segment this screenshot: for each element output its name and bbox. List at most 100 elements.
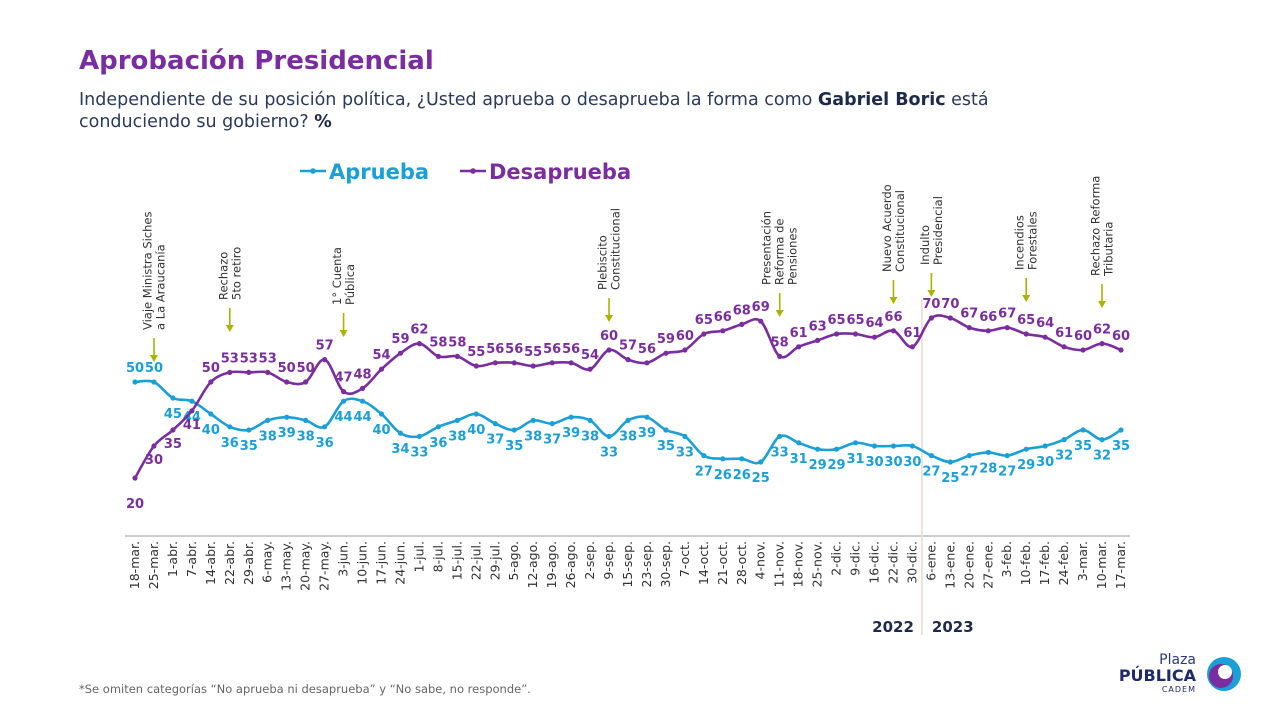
annotation-label: Pública <box>343 264 357 305</box>
x-tick-label: 5-ago. <box>506 541 521 580</box>
aprueba-point <box>435 424 441 430</box>
aprueba-data-label: 35 <box>1112 439 1130 454</box>
x-tick-label: 10-jun. <box>355 541 370 585</box>
subtitle-text: Independiente de su posición política, ¿… <box>79 90 818 110</box>
x-tick-label: 27-may. <box>317 541 332 591</box>
aprueba-point <box>1080 427 1086 433</box>
desaprueba-point <box>758 318 764 324</box>
aprueba-data-label: 35 <box>1074 439 1092 454</box>
desaprueba-data-label: 57 <box>619 339 637 354</box>
aprueba-data-label: 33 <box>410 445 428 460</box>
aprueba-data-label: 50 <box>145 361 163 376</box>
desaprueba-point <box>625 357 631 363</box>
aprueba-point <box>265 417 271 423</box>
annotation-label: Constitucional <box>609 208 623 290</box>
aprueba-point <box>359 398 366 404</box>
aprueba-point <box>303 417 309 423</box>
desaprueba-point <box>1118 347 1124 353</box>
desaprueba-point <box>663 350 669 356</box>
desaprueba-data-label: 54 <box>581 348 599 363</box>
x-tick-label: 24-feb. <box>1056 541 1071 585</box>
desaprueba-data-label: 56 <box>505 342 523 357</box>
annotation-arrow-icon <box>1098 301 1107 308</box>
desaprueba-point <box>815 337 821 343</box>
aprueba-data-label: 30 <box>865 455 883 470</box>
annotation-label: Forestales <box>1026 211 1040 270</box>
aprueba-data-label: 39 <box>562 426 580 441</box>
aprueba-point <box>151 379 157 385</box>
logo-text-publica: PÚBLICA <box>1118 666 1196 685</box>
desaprueba-data-label: 61 <box>790 326 808 341</box>
aprueba-data-label: 38 <box>297 429 315 444</box>
desaprueba-point <box>511 360 517 366</box>
aprueba-data-label: 45 <box>164 407 182 422</box>
desaprueba-data-label: 58 <box>448 335 466 350</box>
desaprueba-data-label: 68 <box>733 303 751 318</box>
desaprueba-data-label: 64 <box>1036 316 1054 331</box>
x-tick-label: 11-nov. <box>772 541 787 587</box>
x-tick-label: 1-abr. <box>165 541 180 577</box>
desaprueba-data-label: 56 <box>638 342 656 357</box>
x-tick-label: 7-oct. <box>677 541 692 577</box>
x-tick-label: 10-feb. <box>1018 541 1033 585</box>
aprueba-point <box>985 449 991 455</box>
x-tick-label: 2-sep. <box>582 541 597 580</box>
desaprueba-point <box>833 331 840 337</box>
desaprueba-data-label: 58 <box>771 335 789 350</box>
desaprueba-data-label: 20 <box>126 497 144 512</box>
desaprueba-point <box>378 366 385 372</box>
desaprueba-point <box>852 331 859 337</box>
desaprueba-data-label: 66 <box>884 310 902 325</box>
annotation-label: a La Araucanía <box>153 244 167 330</box>
aprueba-data-label: 25 <box>752 471 770 486</box>
annotation-arrow-icon <box>339 330 348 337</box>
desaprueba-point <box>568 360 574 366</box>
aprueba-point <box>871 443 878 449</box>
desaprueba-point <box>284 379 290 385</box>
desaprueba-data-label: 56 <box>543 342 561 357</box>
x-tick-label: 14-oct. <box>696 541 711 585</box>
aprueba-data-label: 29 <box>1017 458 1035 473</box>
annotation-arrow-icon <box>1022 295 1031 302</box>
aprueba-point <box>549 421 555 427</box>
desaprueba-point <box>720 328 726 334</box>
x-tick-label: 20-may. <box>298 541 313 591</box>
x-tick-label: 13-ene. <box>942 541 957 589</box>
desaprueba-point <box>359 385 366 391</box>
aprueba-point <box>1004 453 1010 459</box>
x-tick-label: 19-ago. <box>544 541 559 588</box>
x-tick-label: 25-mar. <box>146 541 161 589</box>
aprueba-point <box>132 379 138 385</box>
aprueba-data-label: 39 <box>638 426 656 441</box>
subtitle-pct: % <box>314 112 332 132</box>
desaprueba-point <box>890 328 897 334</box>
plaza-publica-logo: Plaza PÚBLICA CADEM <box>1119 652 1248 702</box>
desaprueba-data-label: 50 <box>278 361 296 376</box>
desaprueba-data-label: 50 <box>297 361 315 376</box>
desaprueba-point <box>644 360 650 366</box>
x-tick-label: 22-abr. <box>222 541 237 585</box>
desaprueba-point <box>246 369 252 375</box>
desaprueba-data-label: 60 <box>1074 329 1092 344</box>
x-tick-label: 7-abr. <box>184 541 199 577</box>
x-tick-label: 8-jul. <box>430 541 445 572</box>
desaprueba-point <box>265 369 271 375</box>
aprueba-point <box>796 440 802 446</box>
annotation-label: Nuevo Acuerdo <box>880 184 894 272</box>
logo-icon <box>1207 657 1241 691</box>
x-tick-label: 14-abr. <box>203 541 218 585</box>
aprueba-point <box>606 433 612 439</box>
page-title: Aprobación Presidencial <box>79 46 434 76</box>
desaprueba-data-label: 35 <box>164 437 182 452</box>
aprueba-point <box>530 417 536 423</box>
x-tick-label: 9-sep. <box>601 541 616 580</box>
desaprueba-point <box>985 328 991 334</box>
aprueba-point <box>966 453 972 459</box>
desaprueba-point <box>227 369 233 375</box>
desaprueba-point <box>530 363 536 369</box>
x-tick-label: 10-mar. <box>1094 541 1109 589</box>
aprueba-point <box>587 417 593 423</box>
annotation-label: Incendios <box>1013 215 1027 270</box>
x-tick-label: 22-dic. <box>885 541 900 584</box>
